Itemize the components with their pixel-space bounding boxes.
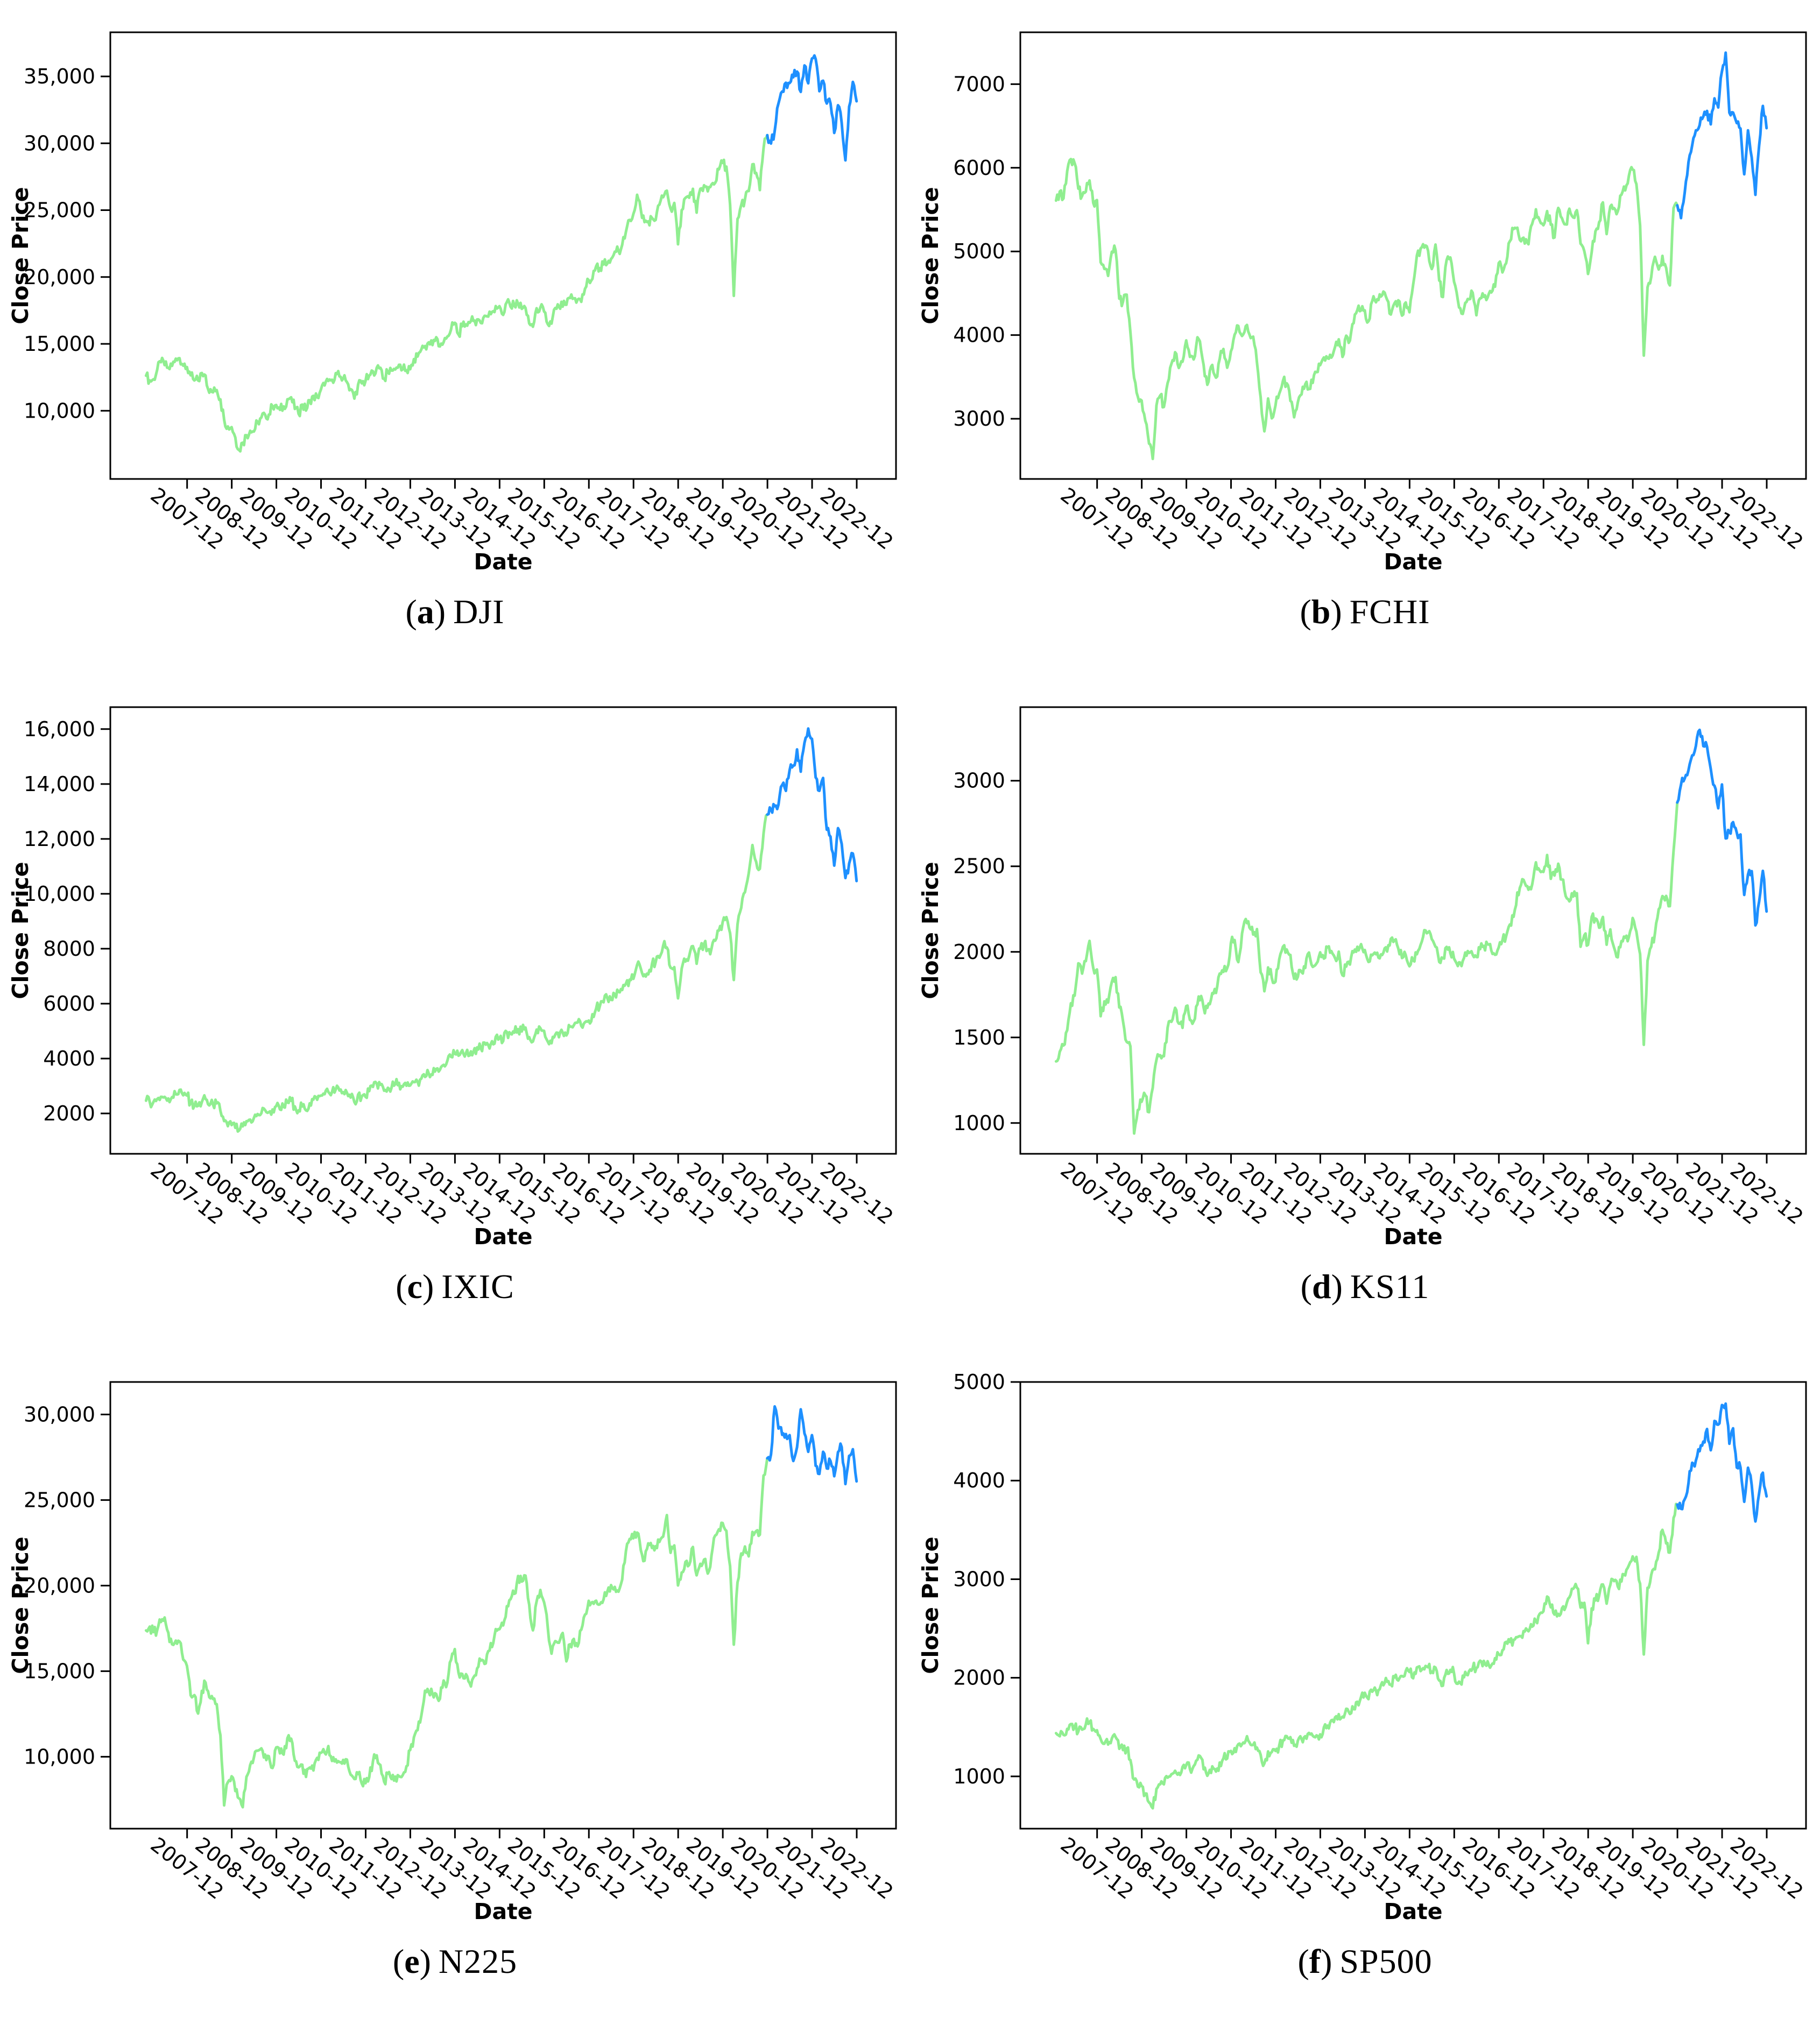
svg-text:Close Price: Close Price (918, 187, 943, 324)
svg-text:10,000: 10,000 (24, 399, 95, 422)
svg-text:15,000: 15,000 (24, 1659, 95, 1683)
svg-text:12,000: 12,000 (24, 827, 95, 851)
caption-open-paren: ( (1300, 1267, 1312, 1306)
svg-text:Date: Date (1384, 549, 1442, 575)
svg-text:2000: 2000 (953, 940, 1005, 964)
caption-close-paren: ) (1331, 1267, 1343, 1306)
figure-n225: 10,000 15,000 20,000 25,000 30,000 2007-12 200… (0, 1350, 910, 2024)
caption-label: KS11 (1350, 1267, 1430, 1306)
caption-close-paren: ) (1330, 593, 1342, 631)
svg-text:Date: Date (474, 1899, 532, 1924)
caption-label: FCHI (1349, 593, 1430, 631)
svg-text:3000: 3000 (953, 769, 1005, 793)
caption-letter: d (1311, 1267, 1331, 1306)
svg-text:Date: Date (1384, 1224, 1442, 1250)
caption-close-paren: ) (434, 593, 446, 631)
svg-text:7000: 7000 (953, 72, 1005, 96)
caption-letter: f (1309, 1942, 1321, 1980)
svg-text:1000: 1000 (953, 1765, 1005, 1788)
svg-text:Date: Date (474, 1224, 532, 1250)
svg-text:10,000: 10,000 (24, 882, 95, 906)
svg-text:2500: 2500 (953, 855, 1005, 878)
svg-text:Date: Date (1384, 1899, 1442, 1924)
svg-text:6000: 6000 (953, 156, 1005, 180)
ks11-line-chart: 100015002000250030002007-122008-122009-1… (918, 706, 1808, 1250)
svg-text:Close Price: Close Price (918, 1536, 943, 1674)
svg-text:20,000: 20,000 (24, 265, 95, 289)
figure-sp500: 1000 2000 3000 4000 5000 2007-12 2008-12 2009-1… (910, 1350, 1820, 2024)
svg-text:15,000: 15,000 (24, 332, 95, 356)
svg-text:Close Price: Close Price (8, 862, 33, 999)
caption-label: DJI (453, 593, 505, 631)
caption-open-paren: ( (396, 1267, 407, 1306)
caption-n225: (e) N225 (0, 1942, 910, 1981)
caption-ks11: (d) KS11 (910, 1267, 1820, 1307)
figure-ks11: 1000 1500 2000 2500 3000 2007-12 2008-12 2009-1… (910, 675, 1820, 1350)
svg-text:3000: 3000 (953, 407, 1005, 431)
figure-dji: 10,000 15,000 20,000 25,000 30,000 35,000 2007… (0, 0, 910, 675)
svg-text:1500: 1500 (953, 1026, 1005, 1049)
caption-fchi: (b) FCHI (910, 592, 1820, 632)
figure-ixic: 2000 4000 6000 8000 10,000 12,000 14,000 16,000… (0, 675, 910, 1350)
caption-label: SP500 (1339, 1942, 1433, 1980)
svg-text:14,000: 14,000 (24, 772, 95, 796)
caption-close-paren: ) (422, 1267, 434, 1306)
svg-text:4000: 4000 (953, 323, 1005, 347)
caption-label: IXIC (441, 1267, 514, 1306)
svg-text:3000: 3000 (953, 1567, 1005, 1591)
svg-text:8000: 8000 (43, 937, 95, 961)
svg-text:2000: 2000 (953, 1666, 1005, 1690)
svg-text:Close Price: Close Price (8, 1536, 33, 1674)
caption-close-paren: ) (1321, 1942, 1332, 1980)
svg-text:Date: Date (474, 549, 532, 575)
svg-text:Close Price: Close Price (918, 862, 943, 999)
svg-text:16,000: 16,000 (24, 717, 95, 741)
svg-text:20,000: 20,000 (24, 1574, 95, 1597)
dji-line-chart: 10,00015,00020,00025,00030,00035,0002007… (8, 31, 898, 575)
svg-text:4000: 4000 (43, 1047, 95, 1070)
ixic-line-chart: 2000 4000 6000 8000 10,000 12,000 14,000 16,000… (8, 706, 898, 1250)
n225-line-chart: 10,00015,00020,00025,00030,0002007-12200… (8, 1381, 898, 1924)
svg-text:6000: 6000 (43, 992, 95, 1015)
svg-text:5000: 5000 (953, 1370, 1005, 1394)
figure-fchi: 3000 4000 5000 6000 7000 2007-12 2008-12 2009-1… (910, 0, 1820, 675)
svg-text:25,000: 25,000 (24, 1488, 95, 1512)
svg-text:1000: 1000 (953, 1111, 1005, 1135)
svg-text:Close Price: Close Price (8, 187, 33, 324)
caption-letter: e (404, 1942, 420, 1980)
caption-label: N225 (438, 1942, 518, 1980)
svg-text:30,000: 30,000 (24, 131, 95, 155)
svg-text:4000: 4000 (953, 1469, 1005, 1492)
caption-close-paren: ) (419, 1942, 431, 1980)
caption-ixic: (c) IXIC (0, 1267, 910, 1307)
svg-text:35,000: 35,000 (24, 65, 95, 88)
caption-open-paren: ( (405, 593, 417, 631)
svg-text:2000: 2000 (43, 1102, 95, 1125)
caption-open-paren: ( (1300, 593, 1311, 631)
caption-open-paren: ( (392, 1942, 405, 1980)
caption-letter: a (417, 593, 434, 631)
caption-letter: c (407, 1267, 422, 1306)
svg-text:5000: 5000 (953, 239, 1005, 263)
sp500-line-chart: 100020003000400050002007-122008-122009-1… (918, 1370, 1808, 1924)
caption-open-paren: ( (1297, 1942, 1309, 1980)
fchi-line-chart: 300040005000600070002007-122008-122009-1… (918, 31, 1808, 575)
caption-letter: b (1311, 593, 1331, 631)
svg-text:30,000: 30,000 (24, 1402, 95, 1426)
svg-text:25,000: 25,000 (24, 199, 95, 222)
caption-sp500: (f) SP500 (910, 1942, 1820, 1981)
svg-text:10,000: 10,000 (24, 1745, 95, 1768)
caption-dji: (a) DJI (0, 592, 910, 632)
